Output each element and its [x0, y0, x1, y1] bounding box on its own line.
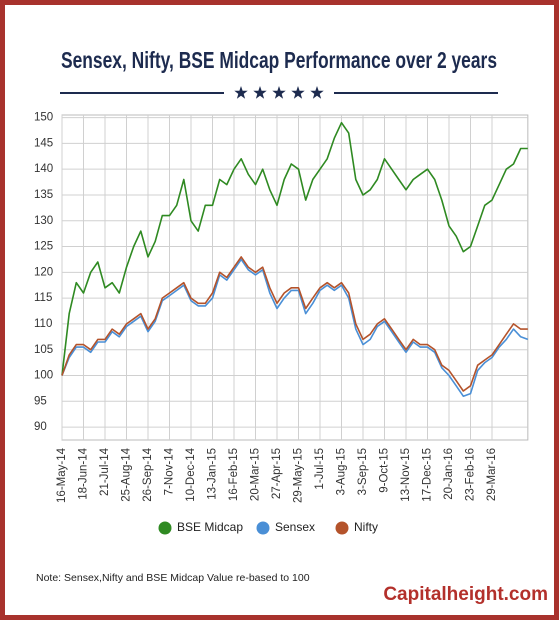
x-tick-label: 13-Nov-15 — [400, 448, 412, 502]
star — [272, 86, 286, 99]
title-ornament — [60, 86, 498, 99]
legend-label: BSE Midcap — [177, 520, 243, 534]
x-tick-label: 29-Mar-16 — [486, 448, 498, 501]
x-tick-label: 16-May-14 — [56, 447, 68, 503]
y-tick-label: 120 — [34, 266, 53, 278]
y-tick-label: 135 — [34, 189, 53, 201]
legend-marker — [335, 521, 349, 535]
x-tick-label: 29-May-15 — [293, 448, 305, 503]
note: Note: Sensex,Nifty and BSE Midcap Value … — [36, 572, 310, 584]
legend-label: Nifty — [354, 520, 378, 534]
x-tick-label: 17-Dec-15 — [422, 448, 434, 502]
x-tick-label: 9-Oct-15 — [379, 448, 391, 493]
x-tick-label: 21-Jul-14 — [99, 447, 111, 496]
x-tick-label: 26-Sep-14 — [142, 447, 154, 501]
y-tick-label: 150 — [34, 112, 53, 124]
y-tick-label: 95 — [34, 395, 47, 407]
y-tick-label: 90 — [34, 421, 47, 433]
line-series — [61, 258, 529, 397]
y-tick-label: 125 — [34, 241, 53, 253]
y-tick-label: 100 — [34, 370, 53, 382]
star — [253, 86, 267, 99]
x-tick-label: 10-Dec-14 — [185, 447, 197, 501]
star — [310, 86, 324, 99]
x-tick-label: 23-Feb-16 — [465, 448, 477, 501]
legend-marker — [256, 521, 270, 535]
y-tick-label: 140 — [34, 163, 53, 175]
x-tick-label: 27-Apr-15 — [271, 448, 283, 499]
star — [291, 86, 305, 99]
x-tick-label: 18-Jun-14 — [78, 447, 90, 499]
watermark: Capitalheight.com — [383, 584, 548, 605]
line-series — [61, 256, 528, 392]
x-tick-label: 3-Aug-15 — [336, 448, 348, 495]
x-tick-label: 20-Jan-16 — [443, 448, 455, 500]
x-tick-label: 1-Jul-15 — [314, 448, 326, 490]
y-tick-label: 110 — [34, 318, 52, 330]
x-tick-label: 25-Aug-14 — [121, 447, 133, 501]
chart-title: Sensex, Nifty, BSE Midcap Performance ov… — [61, 47, 497, 73]
y-tick-label: 130 — [34, 215, 53, 227]
legend-label: Sensex — [275, 520, 315, 534]
line-series — [61, 121, 528, 376]
x-tick-label: 3-Sep-15 — [357, 448, 369, 495]
star — [234, 86, 248, 99]
legend-marker — [158, 521, 172, 535]
y-tick-label: 115 — [34, 292, 52, 304]
x-tick-label: 7-Nov-14 — [164, 447, 176, 495]
y-tick-label: 145 — [34, 137, 53, 149]
x-tick-label: 20-Mar-15 — [250, 448, 262, 501]
x-tick-label: 16-Feb-15 — [228, 448, 240, 501]
x-tick-label: 13-Jan-15 — [207, 448, 219, 500]
y-tick-label: 105 — [34, 344, 53, 356]
